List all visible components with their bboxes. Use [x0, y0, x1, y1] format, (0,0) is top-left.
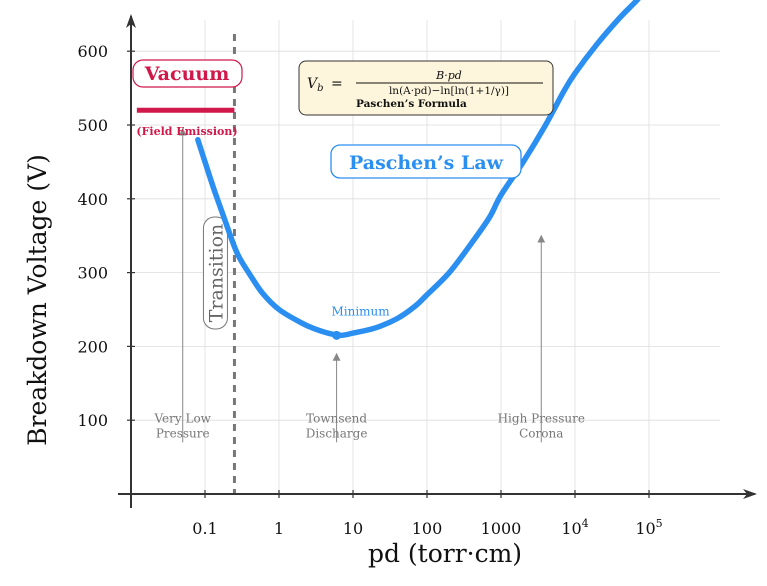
formula-caption: Paschen’s Formula [356, 98, 467, 110]
transition-label-group: Transition [202, 216, 228, 330]
series-line-0 [195, 0, 641, 339]
formula-background [298, 60, 554, 116]
formula-lhs-v: V [307, 76, 319, 92]
x-tick-label-3: 100 [412, 519, 443, 538]
field-emission-label: (Field Emission) [136, 125, 237, 138]
x-tick-label-0: 0.1 [192, 519, 217, 538]
formula-box: Vb = B·pd ln(A·pd)−ln[ln(1+1/γ)] Paschen… [298, 60, 554, 116]
x-tick-label-2: 10 [343, 519, 363, 538]
x-tick-label-4: 1000 [481, 519, 522, 538]
annotation-text-2-1: Corona [519, 427, 563, 441]
formula-lhs-sub: b [317, 83, 323, 94]
transition-region: Transition [202, 34, 236, 494]
y-axis-title: Breakdown Voltage (V) [23, 154, 52, 446]
series-layer: Minimum [195, 0, 641, 340]
y-tick-label-3: 400 [77, 190, 108, 209]
transition-label-box [202, 216, 228, 330]
chart-title-box [330, 144, 522, 179]
chart-title-badge: Paschen’s Law [330, 144, 522, 179]
x-tick-label-6: 105 [635, 517, 662, 538]
y-tick-label-0: 100 [77, 411, 108, 430]
x-tick-label-1: 1 [274, 519, 284, 538]
axis-ticks: 0.1 1 10 100 1000 104 105 100 200 300 400 500 600 [77, 42, 662, 538]
annotation-text-1-0: Townsend [306, 412, 367, 426]
formula-lhs: Vb [307, 76, 324, 94]
annotation-text-2-0: High Pressure [498, 412, 585, 426]
vacuum-label: Vacuum [144, 63, 230, 85]
formula-numerator: B·pd [435, 69, 462, 82]
y-tick-label-5: 600 [77, 42, 108, 61]
x-axis-title: pd (torr·cm) [368, 539, 522, 568]
chart-title: Paschen’s Law [349, 152, 504, 174]
transition-label: Transition [205, 224, 227, 323]
y-tick-label-1: 200 [77, 337, 108, 356]
formula-equals: = [331, 76, 343, 92]
formula-denominator: ln(A·pd)−ln[ln(1+1/γ)] [389, 85, 509, 97]
annotation-text-0-0: Very Low [153, 412, 211, 426]
annotation-text-0-1: Pressure [156, 427, 210, 441]
vacuum-region: Vacuum (Field Emission) [132, 59, 243, 138]
minimum-label: Minimum [331, 304, 390, 318]
y-tick-label-4: 500 [77, 116, 108, 135]
x-tick-label-5: 104 [561, 517, 588, 538]
vacuum-label-box [132, 59, 243, 88]
y-tick-label-2: 300 [77, 264, 108, 283]
annotation-text-1-1: Discharge [306, 427, 368, 441]
minimum-point [332, 330, 342, 340]
